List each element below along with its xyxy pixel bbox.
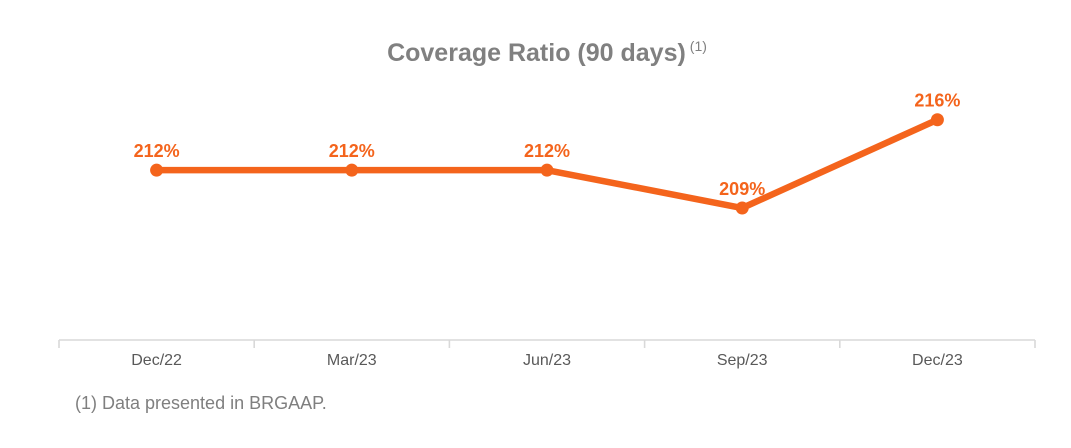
data-point-label: 212% <box>524 141 570 161</box>
chart-title: Coverage Ratio (90 days) <box>387 39 686 67</box>
data-point-label: 216% <box>914 91 960 111</box>
chart-title-footnote-marker: (1) <box>689 38 707 54</box>
data-point-label: 212% <box>329 141 375 161</box>
data-point-marker <box>150 163 164 177</box>
data-point-label: 209% <box>719 179 765 199</box>
x-axis-tick-label: Mar/23 <box>327 352 377 369</box>
data-point-marker <box>345 163 359 177</box>
x-axis-tick-label: Jun/23 <box>523 352 571 369</box>
footnote: (1) Data presented in BRGAAP. <box>75 393 327 413</box>
data-point-marker <box>930 113 944 127</box>
x-axis-tick-label: Dec/23 <box>912 352 963 369</box>
data-point-marker <box>540 163 554 177</box>
data-point-label: 212% <box>134 141 180 161</box>
chart-title-row: Coverage Ratio (90 days) (1) <box>59 38 1035 68</box>
x-axis-tick-label: Sep/23 <box>717 352 768 369</box>
data-point-marker <box>735 201 749 215</box>
x-axis-tick-label: Dec/22 <box>131 352 182 369</box>
